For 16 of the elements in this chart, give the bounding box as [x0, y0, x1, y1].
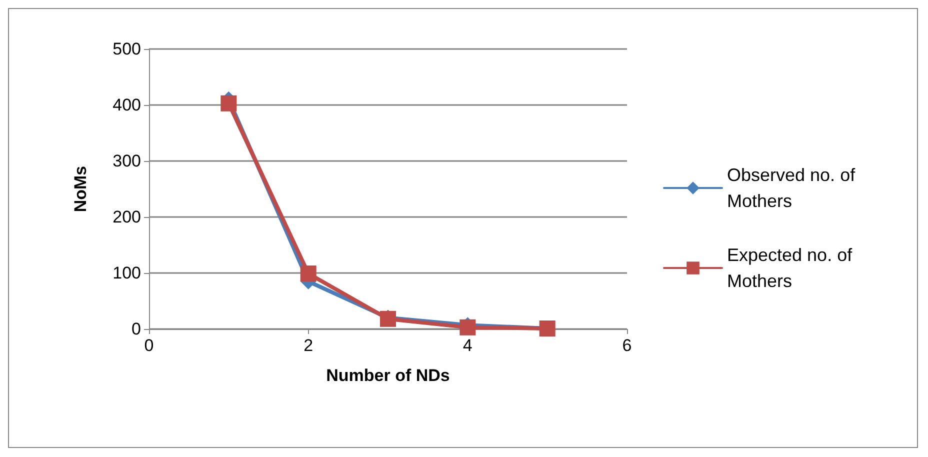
x-tick-label: 6 [622, 336, 632, 355]
x-axis-title: Number of NDs [326, 366, 450, 385]
y-tick-label: 0 [132, 320, 141, 338]
point [220, 95, 237, 112]
y-tick-label: 200 [112, 208, 141, 226]
legend-label: Expected no. of Mothers [727, 245, 858, 291]
y-tick-label: 100 [112, 264, 141, 282]
y-axis-title: NoMs [71, 166, 90, 212]
x-tick-label: 0 [144, 336, 154, 355]
point [300, 266, 316, 282]
y-tick-label: 300 [112, 152, 141, 170]
x-tick-label: 2 [304, 336, 314, 355]
y-tick-label: 400 [112, 96, 141, 114]
y-tick-label: 500 [112, 40, 141, 58]
legend-label: Observed no. of Mothers [727, 165, 860, 211]
x-tick-label: 4 [462, 336, 472, 355]
